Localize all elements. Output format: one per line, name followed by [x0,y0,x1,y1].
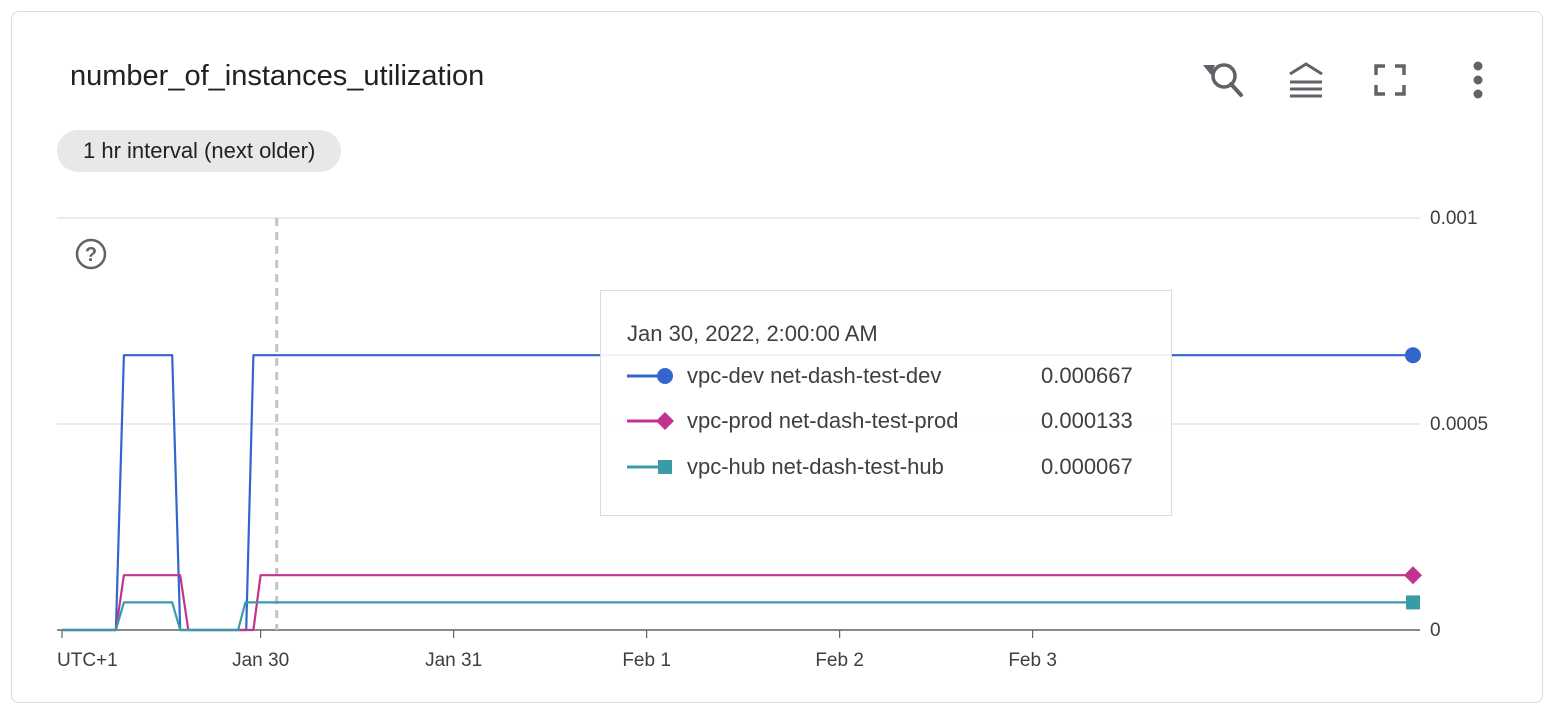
series-end-marker [1405,347,1421,364]
x-tick-label: UTC+1 [57,650,118,671]
series-end-marker [1404,566,1422,585]
series-line-vpc-dev [62,354,1413,632]
series-line-vpc-prod [62,574,1413,632]
svg-text:?: ? [85,244,97,266]
y-tick-labels: 0 0.0005 0.001 [1430,208,1488,641]
x-tick-label: Jan 31 [425,650,482,671]
tooltip-series-name: vpc-dev net-dash-test-dev [687,363,942,388]
reset-zoom-icon[interactable] [1198,56,1246,104]
tooltip-time: Jan 30, 2022, 2:00:00 AM [627,321,878,346]
tooltip-series-value: 0.000667 [1041,363,1133,388]
y-tick-label: 0 [1430,620,1441,641]
chart-title: number_of_instances_utilization [70,60,485,92]
y-tick-label: 0.0005 [1430,414,1488,435]
series-end-marker [1406,595,1420,610]
x-tick-label: Feb 2 [815,650,864,671]
fullscreen-icon[interactable] [1366,56,1414,104]
tooltip-series-name: vpc-hub net-dash-test-hub [687,454,944,479]
series-lines [62,354,1413,632]
tooltip-row: vpc-dev net-dash-test-dev 0.000667 [627,361,1157,391]
tooltip-series-value: 0.000067 [1041,454,1133,479]
x-tick-label: Jan 30 [232,650,289,671]
more-vert-icon[interactable] [1454,56,1502,104]
series-end-markers [1404,347,1422,610]
x-tick-label: Feb 1 [622,650,671,671]
diamond-marker-icon [627,412,674,430]
circle-marker-icon [627,368,673,384]
series-line-vpc-hub [62,601,1413,632]
hover-tooltip: Jan 30, 2022, 2:00:00 AM vpc-dev net-das… [600,290,1172,516]
interval-chip[interactable]: 1 hr interval (next older) [57,130,342,172]
tooltip-row: vpc-hub net-dash-test-hub 0.000067 [627,452,1157,482]
square-marker-icon [627,460,672,474]
x-tick-label: Feb 3 [1008,650,1057,671]
tooltip-series-name: vpc-prod net-dash-test-prod [687,408,959,433]
tooltip-series-value: 0.000133 [1041,408,1133,433]
tooltip-row: vpc-prod net-dash-test-prod 0.000133 [627,406,1157,436]
legend-toggle-icon[interactable] [1282,56,1330,104]
y-tick-label: 0.001 [1430,208,1478,229]
help-icon[interactable]: ? [74,237,108,271]
